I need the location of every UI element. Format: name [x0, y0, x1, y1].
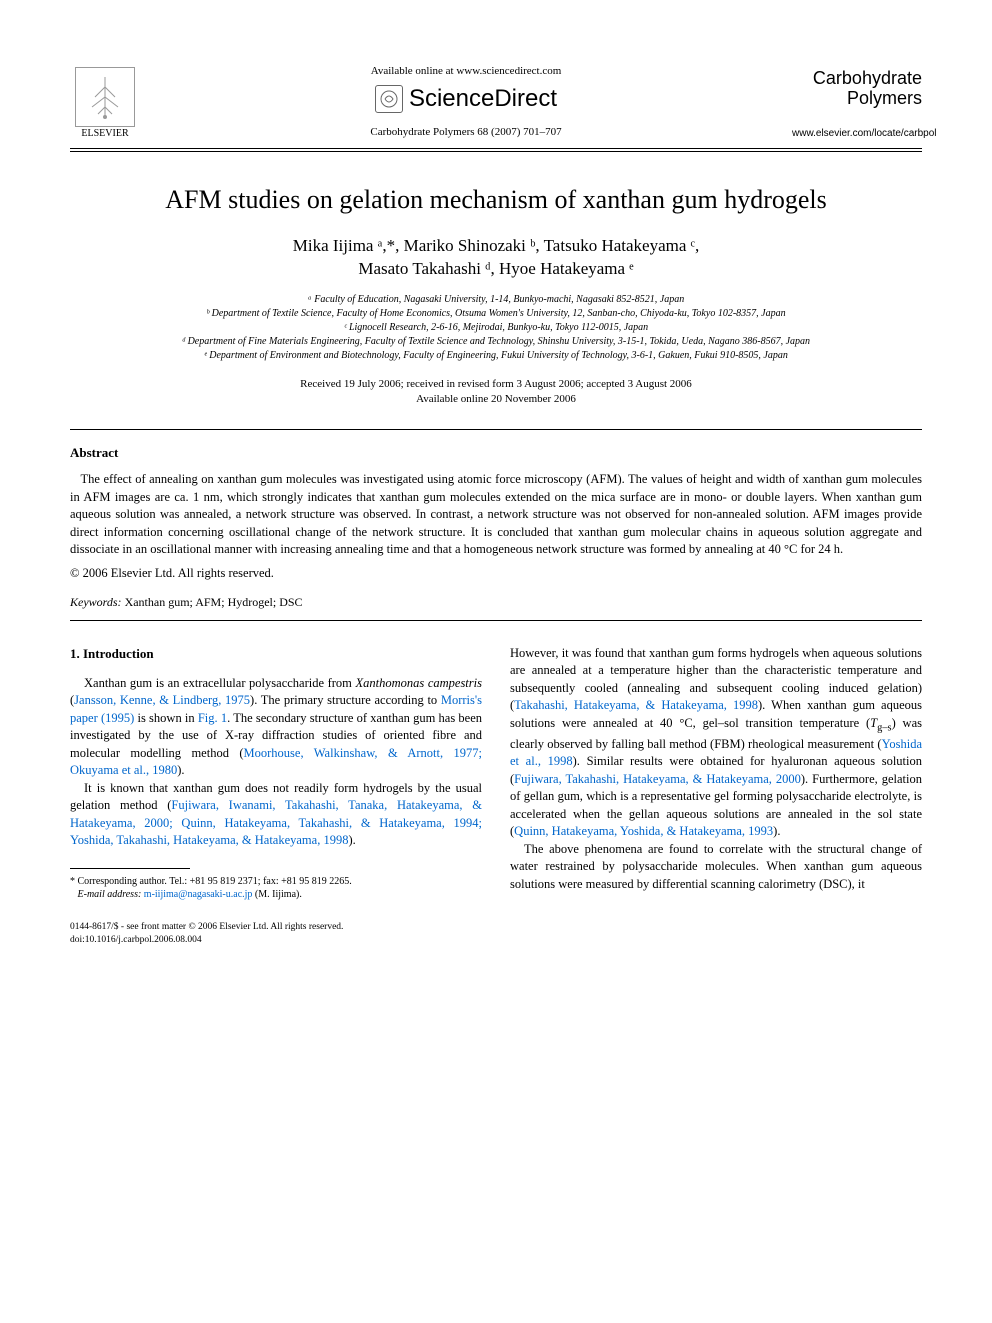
- divider-mid-1: [70, 429, 922, 430]
- center-header: Available online at www.sciencedirect.co…: [140, 64, 792, 140]
- keywords-label: Keywords:: [70, 595, 122, 609]
- divider-top: [70, 148, 922, 149]
- affiliation-d: ᵈ Department of Fine Materials Engineeri…: [70, 335, 922, 349]
- authors-line2: Masato Takahashi ᵈ, Hyoe Hatakeyama ᵉ: [358, 259, 633, 278]
- abstract-heading: Abstract: [70, 444, 922, 462]
- available-online-text: Available online at www.sciencedirect.co…: [140, 64, 792, 79]
- divider-mid-2: [70, 620, 922, 621]
- received-date: Received 19 July 2006; received in revis…: [70, 377, 922, 392]
- body-columns: 1. Introduction Xanthan gum is an extrac…: [70, 645, 922, 901]
- abstract-copyright: © 2006 Elsevier Ltd. All rights reserved…: [70, 565, 922, 582]
- section-1-heading: 1. Introduction: [70, 645, 482, 663]
- left-column: 1. Introduction Xanthan gum is an extrac…: [70, 645, 482, 901]
- email-link[interactable]: m-iijima@nagasaki-u.ac.jp: [141, 889, 252, 900]
- sciencedirect-icon: [375, 85, 403, 113]
- intro-para-3: However, it was found that xanthan gum f…: [510, 645, 922, 841]
- online-date: Available online 20 November 2006: [70, 392, 922, 407]
- sciencedirect-logo: ScienceDirect: [140, 83, 792, 115]
- article-title: AFM studies on gelation mechanism of xan…: [70, 182, 922, 217]
- keywords: Keywords: Xanthan gum; AFM; Hydrogel; DS…: [70, 594, 922, 610]
- page-footer: 0144-8617/$ - see front matter © 2006 El…: [70, 921, 922, 947]
- elsevier-label: ELSEVIER: [81, 127, 128, 141]
- elsevier-logo: ELSEVIER: [70, 60, 140, 140]
- divider-thin: [70, 151, 922, 152]
- journal-title-2: Polymers: [792, 89, 922, 109]
- intro-para-1: Xanthan gum is an extracellular polysacc…: [70, 675, 482, 780]
- ref-jansson[interactable]: Jansson, Kenne, & Lindberg, 1975: [74, 693, 250, 707]
- right-column: However, it was found that xanthan gum f…: [510, 645, 922, 901]
- authors: Mika Iijima ᵃ,*, Mariko Shinozaki ᵇ, Tat…: [70, 235, 922, 281]
- affiliations: ᵃ Faculty of Education, Nagasaki Univers…: [70, 293, 922, 363]
- footer-doi: doi:10.1016/j.carbpol.2006.08.004: [70, 934, 922, 947]
- dates: Received 19 July 2006; received in revis…: [70, 377, 922, 407]
- elsevier-tree-icon: [75, 67, 135, 127]
- ref-fig1[interactable]: Fig. 1: [198, 711, 227, 725]
- intro-para-2: It is known that xanthan gum does not re…: [70, 780, 482, 850]
- keywords-text: Xanthan gum; AFM; Hydrogel; DSC: [122, 595, 303, 609]
- email-label: E-mail address:: [78, 889, 142, 900]
- citation-line: Carbohydrate Polymers 68 (2007) 701–707: [140, 125, 792, 140]
- email-name: (M. Iijima).: [252, 889, 301, 900]
- journal-name-block: Carbohydrate Polymers www.elsevier.com/l…: [792, 69, 922, 140]
- corresponding-tel: * Corresponding author. Tel.: +81 95 819…: [70, 875, 482, 888]
- corresponding-author: * Corresponding author. Tel.: +81 95 819…: [70, 875, 482, 901]
- header-row: ELSEVIER Available online at www.science…: [70, 60, 922, 140]
- footer-copyright: 0144-8617/$ - see front matter © 2006 El…: [70, 921, 922, 934]
- corresponding-email-line: E-mail address: m-iijima@nagasaki-u.ac.j…: [70, 888, 482, 901]
- intro-para-4: The above phenomena are found to correla…: [510, 841, 922, 894]
- ref-fujiwara-2000b[interactable]: Fujiwara, Takahashi, Hatakeyama, & Hatak…: [514, 772, 801, 786]
- species-name: Xanthomonas campestris: [355, 676, 482, 690]
- corresponding-separator: [70, 868, 190, 869]
- journal-title-1: Carbohydrate: [792, 69, 922, 89]
- ref-takahashi-1998[interactable]: Takahashi, Hatakeyama, & Hatakeyama, 199…: [514, 698, 758, 712]
- affiliation-a: ᵃ Faculty of Education, Nagasaki Univers…: [70, 293, 922, 307]
- affiliation-c: ᶜ Lignocell Research, 2-6-16, Mejirodai,…: [70, 321, 922, 335]
- abstract-text: The effect of annealing on xanthan gum m…: [70, 471, 922, 559]
- journal-url: www.elsevier.com/locate/carbpol: [792, 127, 922, 141]
- ref-quinn-1993[interactable]: Quinn, Hatakeyama, Yoshida, & Hatakeyama…: [514, 824, 773, 838]
- affiliation-e: ᵉ Department of Environment and Biotechn…: [70, 349, 922, 363]
- authors-line1: Mika Iijima ᵃ,*, Mariko Shinozaki ᵇ, Tat…: [293, 236, 700, 255]
- affiliation-b: ᵇ Department of Textile Science, Faculty…: [70, 307, 922, 321]
- sciencedirect-text: ScienceDirect: [409, 83, 557, 115]
